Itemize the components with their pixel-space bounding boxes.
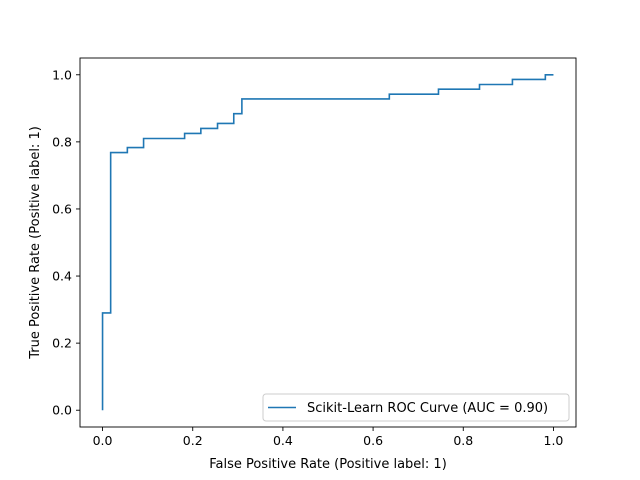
plot-area (79, 57, 577, 428)
legend-label: Scikit-Learn ROC Curve (AUC = 0.90) (307, 401, 548, 416)
y-tick-label: 0.6 (52, 201, 72, 216)
x-axis-label: False Positive Rate (Positive label: 1) (209, 457, 447, 472)
x-tick-label: 1.0 (544, 433, 564, 448)
x-tick-label: 0.8 (453, 433, 473, 448)
axes-frame (79, 57, 577, 428)
x-axis-ticks: 0.0 0.2 0.4 0.6 0.8 1.0 (93, 427, 564, 448)
x-tick-label: 0.6 (363, 433, 383, 448)
legend-box (262, 393, 570, 422)
x-tick-label: 0.0 (93, 433, 113, 448)
y-axis-label: True Positive Rate (Positive label: 1) (28, 126, 43, 360)
y-tick-label: 0.2 (52, 336, 72, 351)
legend: Scikit-Learn ROC Curve (AUC = 0.90) (262, 393, 570, 422)
y-tick-label: 0.0 (52, 403, 72, 418)
roc-curve-line (101, 73, 554, 411)
y-axis-ticks: 0.0 0.2 0.4 0.6 0.8 1.0 (52, 67, 80, 418)
y-tick-label: 1.0 (52, 67, 72, 82)
y-tick-label: 0.4 (52, 269, 72, 284)
x-tick-label: 0.4 (273, 433, 293, 448)
x-tick-label: 0.2 (183, 433, 203, 448)
y-tick-label: 0.8 (52, 134, 72, 149)
